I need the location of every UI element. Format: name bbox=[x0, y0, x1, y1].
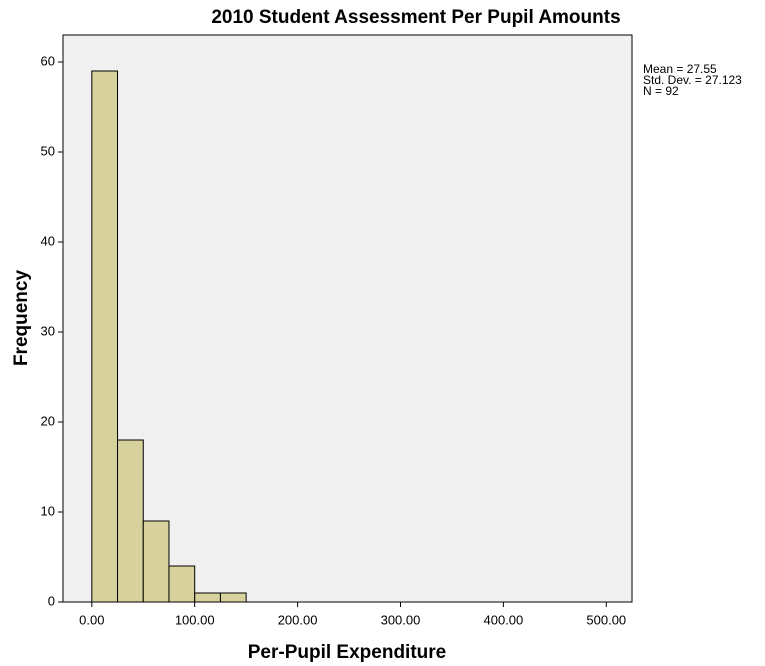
bar bbox=[142, 520, 170, 603]
y-tick-label: 40 bbox=[41, 233, 55, 248]
y-tick-label: 0 bbox=[48, 593, 55, 608]
plot-area bbox=[62, 34, 633, 603]
x-tick-label: 400.00 bbox=[484, 612, 524, 627]
bar bbox=[194, 592, 221, 603]
y-tick-label: 30 bbox=[41, 323, 55, 338]
x-tick-label: 500.00 bbox=[586, 612, 626, 627]
x-tick-label: 300.00 bbox=[381, 612, 421, 627]
x-tick-label: 100.00 bbox=[175, 612, 215, 627]
bar bbox=[91, 70, 119, 603]
y-axis-title: Frequency bbox=[11, 270, 32, 367]
y-tick-label: 60 bbox=[41, 53, 55, 68]
y-tick-label: 20 bbox=[41, 413, 55, 428]
y-tick-label: 10 bbox=[41, 503, 55, 518]
stat-annotation: Std. Dev. = 27.123 bbox=[643, 73, 742, 87]
x-tick-label: 0.00 bbox=[79, 612, 104, 627]
bar bbox=[117, 439, 144, 603]
x-axis-title: Per-Pupil Expenditure bbox=[248, 642, 446, 663]
chart-title: 2010 Student Assessment Per Pupil Amount… bbox=[211, 7, 620, 28]
x-tick-label: 200.00 bbox=[278, 612, 318, 627]
stat-annotation: Mean = 27.55 bbox=[643, 62, 717, 76]
stat-annotation: N = 92 bbox=[643, 84, 679, 98]
bar bbox=[168, 565, 196, 603]
y-tick-label: 50 bbox=[41, 143, 55, 158]
bar bbox=[219, 592, 247, 603]
